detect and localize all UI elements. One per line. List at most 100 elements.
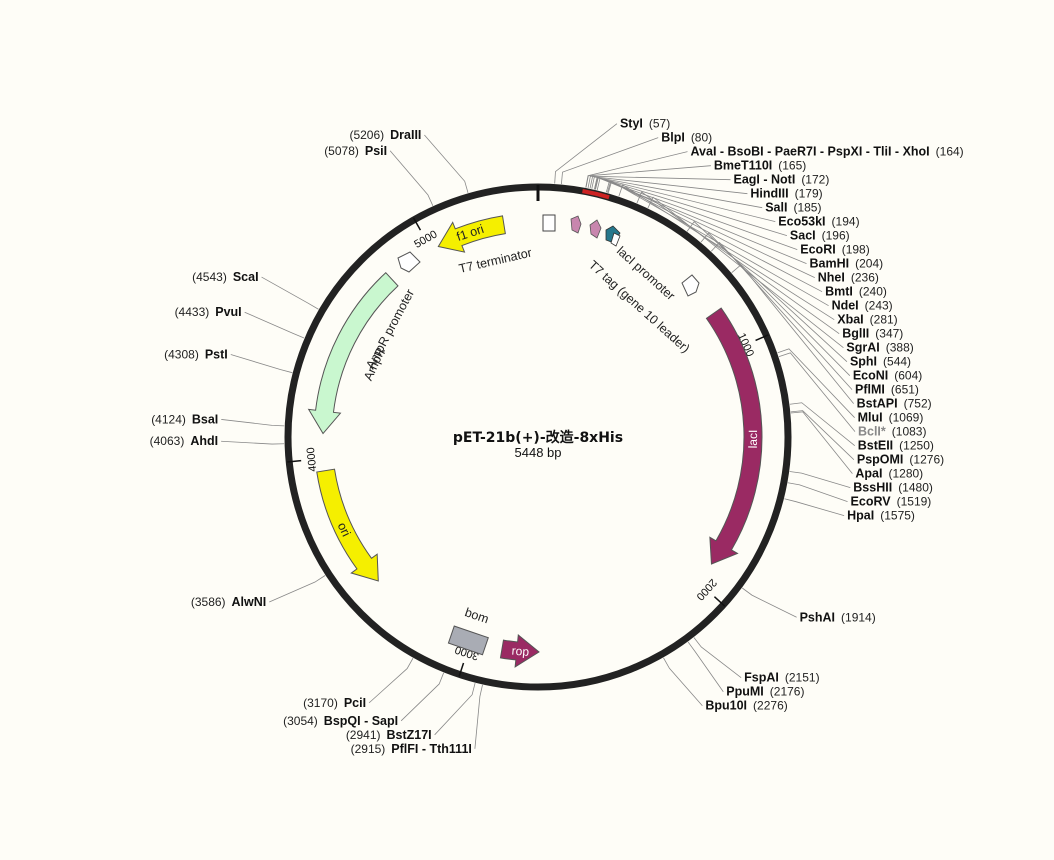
site-leader [687, 641, 724, 692]
site-label: BssHII (1480) [853, 481, 933, 495]
tick-1000 [755, 334, 769, 342]
site-leader [789, 402, 856, 446]
feature-f1-ori: f1 ori [437, 215, 506, 253]
feature-label-bom: bom [463, 605, 491, 626]
site-label: BclI* (1083) [858, 425, 926, 439]
site-label: (2915) PflFI - Tth111I [351, 742, 472, 756]
site-label: EcoRI (198) [800, 243, 869, 257]
site-label: AvaI - BsoBI - PaeR7I - PspXI - TliI - X… [690, 145, 963, 159]
tick-label-2000: 2000 [694, 576, 719, 602]
site-leader [618, 184, 835, 321]
tick-4000 [287, 459, 302, 463]
site-label: SalI (185) [765, 201, 821, 215]
site-leader [693, 637, 742, 679]
site-leader [777, 348, 855, 418]
site-leader [587, 175, 731, 189]
site-leader [434, 682, 476, 736]
mcs-highlight [582, 189, 610, 200]
t7-tag-marker [605, 225, 621, 247]
site-label: (2941) BstZ17I [346, 728, 432, 742]
plasmid-length: 5448 bp [515, 445, 562, 460]
site-leader [647, 196, 844, 348]
tick-2000 [713, 596, 726, 607]
site-label: HindIII (179) [750, 187, 822, 201]
feature-label-rop: rop [511, 644, 530, 659]
site-label: EcoRV (1519) [851, 495, 932, 509]
site-leader [663, 657, 703, 707]
laco-marker [570, 215, 582, 234]
site-label: (4543) ScaI [192, 270, 258, 284]
site-leader [474, 684, 483, 749]
site-label: BamHI (204) [810, 257, 884, 271]
site-leader [244, 311, 305, 339]
site-leader [789, 471, 851, 489]
site-leader [400, 672, 445, 722]
site-label: SacI (196) [790, 229, 850, 243]
site-label: BglII (347) [842, 327, 903, 341]
site-label: XbaI (281) [837, 313, 897, 327]
tick-5000 [412, 217, 422, 231]
site-leader [269, 575, 326, 603]
site-leader [787, 482, 848, 503]
plasmid-name: pET-21b(+)-改造-8xHis [453, 429, 623, 446]
site-label: MluI (1069) [858, 411, 924, 425]
site-leader [589, 176, 748, 195]
site-leader [686, 221, 848, 362]
tick-label-5000: 5000 [412, 228, 439, 251]
site-label: BmeT110I (165) [714, 159, 806, 173]
site-label: (3054) BspQI - SapI [283, 714, 398, 728]
t7-terminator-label: T7 terminator [458, 246, 534, 276]
site-leader [596, 177, 807, 265]
site-leader [731, 264, 854, 404]
site-leader [554, 123, 618, 184]
site-label: BmtI (240) [825, 285, 887, 299]
site-label: (4433) PvuI [175, 305, 242, 319]
site-label: FspAI (2151) [744, 671, 819, 685]
site-label: PpuMI (2176) [726, 685, 804, 699]
site-leader [368, 657, 414, 704]
t7-promoter-marker [589, 219, 602, 239]
site-label: PshAI (1914) [800, 610, 876, 624]
site-leader [221, 440, 285, 445]
site-leader [585, 151, 688, 188]
tick-label-4000: 4000 [305, 447, 319, 473]
site-leader [700, 232, 851, 376]
tick-3000 [458, 662, 465, 677]
feature-label-laci: lacI [746, 430, 760, 449]
site-label: HpaI (1575) [847, 509, 915, 523]
restriction-site-labels: StyI (57)BlpI (80)AvaI - BsoBI - PaeR7I - … [150, 117, 964, 756]
site-label: SphI (544) [850, 355, 911, 369]
site-label: (3586) AlwNI [191, 595, 266, 609]
site-label: (4063) AhdI [150, 434, 218, 448]
site-leader [742, 587, 797, 618]
site-label: BlpI (80) [661, 131, 712, 145]
site-leader [605, 180, 815, 279]
site-label: PspOMI (1276) [857, 453, 944, 467]
feature-laci: lacI [705, 307, 763, 565]
site-label: (4124) BsaI [151, 412, 218, 426]
site-leader [595, 177, 798, 251]
site-leader [636, 191, 840, 334]
site-leader [261, 276, 319, 310]
site-leader [424, 134, 469, 193]
site-leader [607, 180, 823, 293]
site-label: (3170) PciI [303, 696, 366, 710]
site-label: NdeI (243) [832, 299, 893, 313]
site-leader [607, 180, 829, 307]
site-label: SgrAI (388) [846, 341, 913, 355]
feature-rop: rop [499, 634, 540, 668]
site-leader-lines [221, 123, 856, 749]
site-label: EagI - NotI (172) [734, 173, 830, 187]
site-leader [585, 165, 711, 188]
site-label: BstAPI (752) [857, 397, 932, 411]
site-leader [790, 411, 853, 474]
site-label: PflMI (651) [855, 383, 919, 397]
site-leader [591, 176, 763, 209]
site-leader [561, 137, 659, 185]
site-leader [594, 177, 788, 237]
site-label: Eco53kI (194) [778, 215, 859, 229]
site-leader [710, 241, 853, 390]
site-label: StyI (57) [620, 117, 670, 131]
